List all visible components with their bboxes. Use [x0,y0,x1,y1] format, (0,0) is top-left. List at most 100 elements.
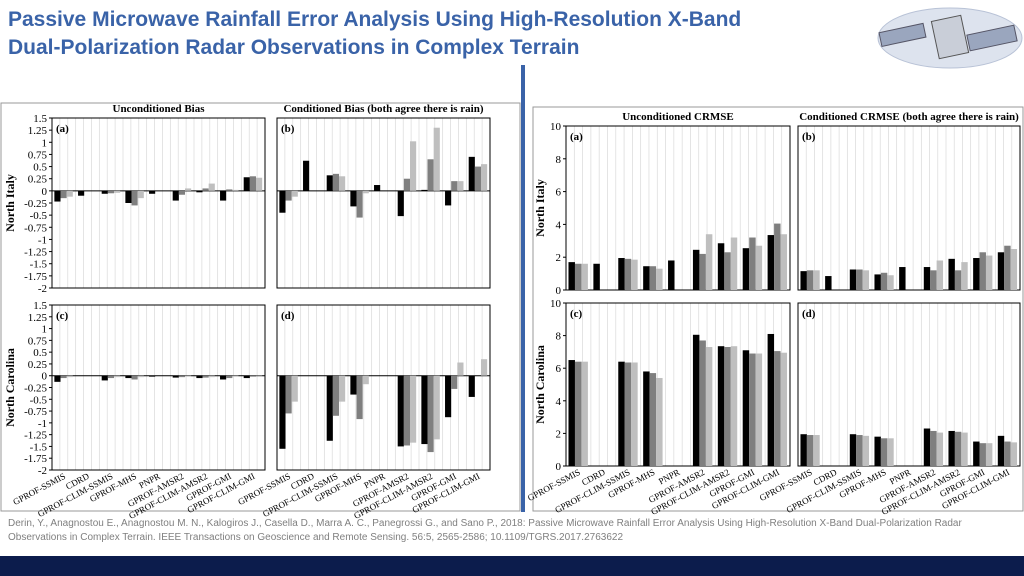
bar [445,375,452,418]
panel-title: Conditioned CRMSE (both agree there is r… [799,111,1019,123]
bar [149,375,156,377]
bar [755,353,763,466]
y-tick-label: 0 [42,186,48,198]
bar [862,435,870,466]
bar [397,375,404,447]
bar [806,270,814,290]
bar [780,234,788,290]
bar [856,435,863,466]
bar [649,266,657,290]
bar [326,375,333,441]
y-axis-label: North Carolina [533,345,547,424]
bar [717,243,725,290]
bar [54,190,61,202]
bar [101,375,108,381]
bar [618,258,625,290]
panel-label: (c) [56,310,69,322]
bar [767,333,775,466]
bar [856,269,863,290]
bar [356,190,363,218]
bar [979,252,986,290]
bar [202,375,209,378]
bar [593,263,600,290]
bar [474,166,482,191]
bar [60,375,67,379]
bar [923,267,931,290]
bar [326,175,333,191]
y-tick-label: -1.25 [24,430,47,442]
bar [692,334,700,466]
y-tick-label: 0.25 [28,174,48,186]
bar [243,177,250,191]
bar [196,375,203,379]
bar [800,271,807,290]
y-tick-label: 2 [556,428,562,440]
bar [410,141,417,191]
bar [568,360,575,466]
bar [724,252,731,290]
bar [800,434,807,466]
bar [692,249,700,290]
y-tick-label: 10 [550,121,562,133]
bar [749,237,756,290]
bar [457,362,464,376]
bar [705,347,713,466]
y-tick-label: 1.25 [28,312,48,324]
bar [774,223,781,290]
bar [730,346,738,466]
bar [397,190,404,217]
y-tick-label: -1.75 [24,453,47,465]
bar [1004,245,1011,290]
y-tick-label: 1.5 [33,113,47,125]
bar [806,435,814,466]
bar [285,375,292,414]
bar [643,266,650,290]
y-axis-label: North Italy [3,174,17,232]
panel-label: (d) [802,308,816,320]
bar [954,431,962,466]
bar [656,377,663,466]
bar [208,375,215,378]
bar [196,190,203,193]
panel-label: (c) [570,308,583,320]
bar [433,127,440,191]
bar [66,375,73,378]
bar [780,352,788,466]
bar [1010,442,1018,466]
bar [985,255,993,290]
bar [973,441,980,466]
bar [1010,249,1018,290]
bar [356,375,363,420]
bar [125,190,132,203]
bar [930,270,937,290]
y-tick-label: 0.5 [33,347,47,359]
y-tick-label: 8 [556,331,562,343]
bar [742,350,750,466]
bar [451,375,458,389]
panel-title: Conditioned Bias (both agree there is ra… [283,103,483,115]
bar [362,190,369,194]
panel-label: (b) [281,123,295,135]
bar [220,375,227,380]
bar [232,375,239,377]
bar [374,185,381,191]
bar [332,173,340,191]
bar [923,428,931,466]
y-tick-label: -0.25 [24,198,47,210]
bar [624,258,632,290]
y-tick-label: -2 [38,283,47,295]
bar [350,375,357,395]
y-tick-label: 6 [556,363,562,375]
bar [427,159,434,191]
bar [78,190,85,196]
bar [410,375,417,443]
y-tick-label: -0.25 [24,383,47,395]
bar [699,253,706,290]
bar [948,258,955,290]
bar [303,160,310,191]
bar [813,435,820,466]
y-tick-label: 1.5 [33,300,47,312]
panel-label: (d) [281,310,295,322]
bar [880,438,888,466]
